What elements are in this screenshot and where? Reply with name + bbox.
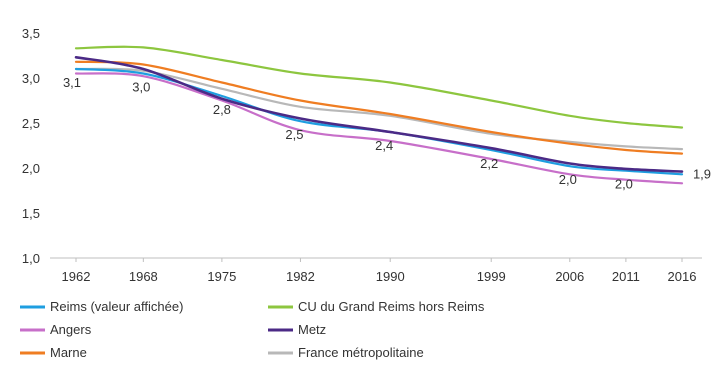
x-tick-label: 1990: [376, 269, 405, 284]
x-tick-label: 2011: [612, 269, 640, 284]
x-tick-label: 1982: [286, 269, 315, 284]
x-tick-label: 2006: [555, 269, 584, 284]
data-label: 3,1: [63, 75, 81, 90]
y-tick-label: 3,5: [22, 26, 40, 41]
x-tick-label: 1975: [207, 269, 236, 284]
y-tick-label: 2,5: [22, 116, 40, 131]
series-line-cu-du-grand-reims-hors-reims: [74, 45, 684, 129]
legend-label: Angers: [50, 322, 92, 337]
data-label: 2,0: [559, 172, 577, 187]
legend-label: Reims (valeur affichée): [50, 299, 183, 314]
data-label: 2,2: [480, 156, 498, 171]
data-label: 1,9: [693, 166, 711, 181]
y-tick-label: 1,0: [22, 251, 40, 266]
y-tick-label: 3,0: [22, 71, 40, 86]
x-tick-label: 2016: [668, 269, 697, 284]
series-line-metz: [74, 56, 684, 173]
series-line-france-metropolitaine: [74, 67, 684, 151]
legend-label: Metz: [298, 322, 326, 337]
data-label: 2,5: [285, 127, 303, 142]
y-tick-label: 1,5: [22, 206, 40, 221]
legend-label: France métropolitaine: [298, 345, 424, 360]
series-line-reims-valeur-affichee: [74, 67, 684, 176]
series-line-angers: [74, 72, 684, 185]
legend-label: Marne: [50, 345, 87, 360]
x-tick-label: 1962: [62, 269, 91, 284]
data-label: 2,4: [375, 138, 393, 153]
data-label: 3,0: [132, 80, 150, 95]
y-tick-label: 2,0: [22, 161, 40, 176]
x-tick-label: 1999: [477, 269, 506, 284]
legend-label: CU du Grand Reims hors Reims: [298, 299, 485, 314]
series-line-marne: [74, 60, 684, 155]
data-label: 2,0: [615, 177, 633, 192]
x-tick-label: 1968: [129, 269, 158, 284]
data-label: 2,8: [213, 102, 231, 117]
